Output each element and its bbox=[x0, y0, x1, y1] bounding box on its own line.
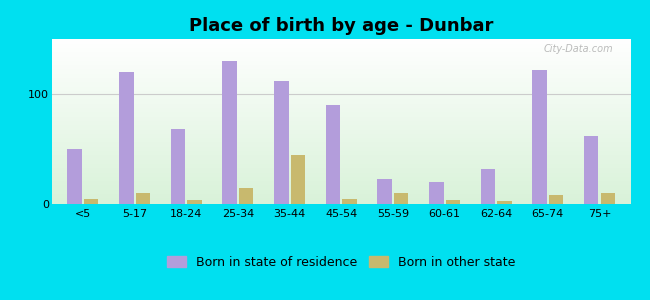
Bar bbox=[68, 149, 82, 204]
Bar bbox=[222, 61, 237, 204]
Bar bbox=[378, 179, 392, 204]
Bar bbox=[429, 182, 443, 204]
Bar bbox=[326, 105, 340, 204]
Bar bbox=[119, 72, 134, 204]
Bar bbox=[601, 193, 615, 204]
Bar bbox=[549, 195, 564, 204]
Title: Place of birth by age - Dunbar: Place of birth by age - Dunbar bbox=[189, 17, 493, 35]
Bar bbox=[481, 169, 495, 204]
Bar bbox=[584, 136, 599, 204]
Bar bbox=[343, 199, 357, 204]
Bar bbox=[239, 188, 254, 204]
Bar bbox=[274, 81, 289, 204]
Bar bbox=[84, 199, 99, 204]
Legend: Born in state of residence, Born in other state: Born in state of residence, Born in othe… bbox=[162, 251, 521, 274]
Bar bbox=[394, 193, 408, 204]
Text: City-Data.com: City-Data.com bbox=[543, 44, 613, 54]
Bar bbox=[497, 201, 512, 204]
Bar bbox=[291, 154, 305, 204]
Bar bbox=[532, 70, 547, 204]
Bar bbox=[446, 200, 460, 204]
Bar bbox=[171, 129, 185, 204]
Bar bbox=[136, 193, 150, 204]
Bar bbox=[187, 200, 202, 204]
